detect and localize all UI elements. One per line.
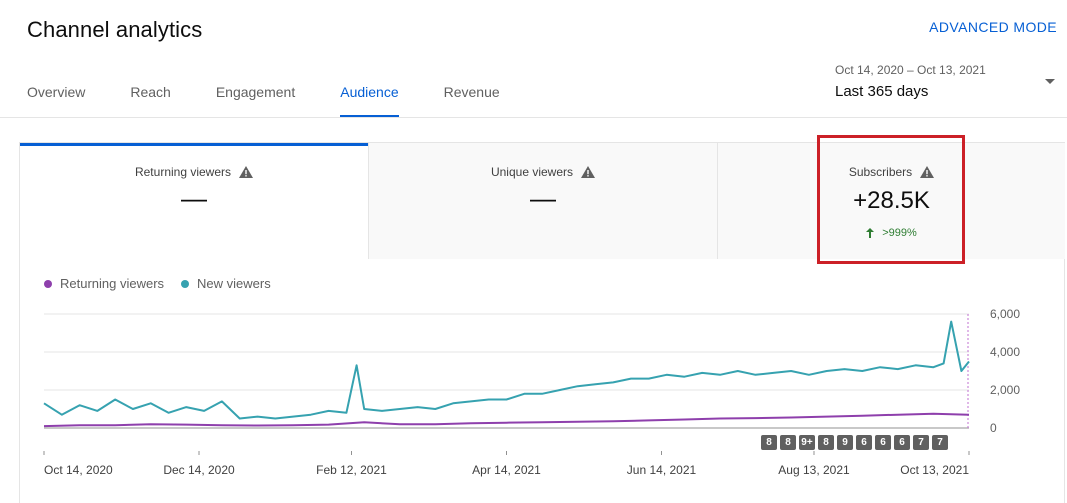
y-tick-label: 0 <box>990 421 997 435</box>
metric-card-returning-viewers[interactable]: Returning viewers — <box>20 143 368 259</box>
date-range-text: Oct 14, 2020 – Oct 13, 2021 <box>835 63 986 77</box>
timeline-badge[interactable]: 6 <box>894 435 910 450</box>
x-tick-label: Apr 14, 2021 <box>472 463 541 477</box>
x-tick-label: Feb 12, 2021 <box>316 463 387 477</box>
legend-dot-new <box>181 279 190 288</box>
series-line-returning-viewers <box>43 412 970 428</box>
tab-bar: Overview Reach Engagement Audience Reven… <box>27 84 545 117</box>
y-tick-label: 6,000 <box>990 307 1020 321</box>
y-tick-label: 2,000 <box>990 383 1020 397</box>
metric-delta: >999% <box>866 227 917 239</box>
date-range-label: Last 365 days <box>835 83 929 100</box>
chart-legend: Returning viewers New viewers <box>44 276 288 291</box>
tab-audience[interactable]: Audience <box>340 84 400 117</box>
legend-item-new-viewers[interactable]: New viewers <box>181 276 271 291</box>
metric-label-text: Returning viewers <box>134 165 232 179</box>
date-range-picker[interactable]: Oct 14, 2020 – Oct 13, 2021 Last 365 day… <box>835 63 1057 103</box>
metric-delta-text: >999% <box>882 227 917 239</box>
timeline-badge[interactable]: 8 <box>761 435 777 450</box>
metric-label-text: Unique viewers <box>490 165 574 179</box>
x-tick-label: Oct 13, 2021 <box>900 463 969 477</box>
x-tick-label: Oct 14, 2020 <box>44 463 113 477</box>
metric-value: — <box>530 183 556 213</box>
metric-card-subscribers[interactable]: Subscribers +28.5K >999% <box>717 143 1065 259</box>
timeline-badges: 8 8 9+ 8 9 6 6 6 7 7 <box>761 435 951 450</box>
warning-icon <box>581 166 596 178</box>
tab-reach[interactable]: Reach <box>130 84 171 100</box>
warning-icon <box>920 166 935 178</box>
timeline-badge[interactable]: 7 <box>913 435 929 450</box>
metric-card-unique-viewers[interactable]: Unique viewers — <box>368 143 717 259</box>
tab-overview[interactable]: Overview <box>27 84 86 100</box>
tab-revenue[interactable]: Revenue <box>443 84 500 100</box>
series-line-new-viewers <box>43 320 970 420</box>
line-chart: 6,000 4,000 2,000 0 Oct 14, 2020 Dec 14, 2020… <box>43 307 1020 477</box>
warning-icon <box>239 166 254 178</box>
advanced-mode-link[interactable]: ADVANCED MODE <box>929 19 1057 35</box>
timeline-badge[interactable]: 6 <box>856 435 872 450</box>
tab-engagement[interactable]: Engagement <box>215 84 296 100</box>
page-title: Channel analytics <box>27 17 203 42</box>
dropdown-caret-icon <box>1045 79 1055 84</box>
x-tick-label: Jun 14, 2021 <box>627 463 697 477</box>
x-tick-label: Dec 14, 2020 <box>163 463 235 477</box>
timeline-badge[interactable]: 7 <box>932 435 948 450</box>
arrow-up-icon <box>866 228 875 238</box>
metric-label: Unique viewers <box>490 165 596 179</box>
audience-panel: Returning viewers — Unique viewers — Sub… <box>19 142 1065 503</box>
timeline-badge[interactable]: 9 <box>837 435 853 450</box>
metric-label-text: Subscribers <box>848 165 913 179</box>
metric-label: Subscribers <box>848 165 935 179</box>
timeline-badge[interactable]: 8 <box>818 435 834 450</box>
timeline-badge[interactable]: 9+ <box>799 435 815 450</box>
timeline-badge[interactable]: 6 <box>875 435 891 450</box>
legend-item-returning-viewers[interactable]: Returning viewers <box>44 276 164 291</box>
metric-label: Returning viewers <box>134 165 254 179</box>
legend-label: New viewers <box>197 276 271 291</box>
metric-value: — <box>181 183 207 213</box>
y-tick-label: 4,000 <box>990 345 1020 359</box>
x-tick-label: Aug 13, 2021 <box>778 463 850 477</box>
metric-value: +28.5K <box>853 187 930 214</box>
legend-label: Returning viewers <box>60 276 165 291</box>
timeline-badge[interactable]: 8 <box>780 435 796 450</box>
header-divider <box>0 117 1067 118</box>
legend-dot-returning <box>44 279 52 288</box>
